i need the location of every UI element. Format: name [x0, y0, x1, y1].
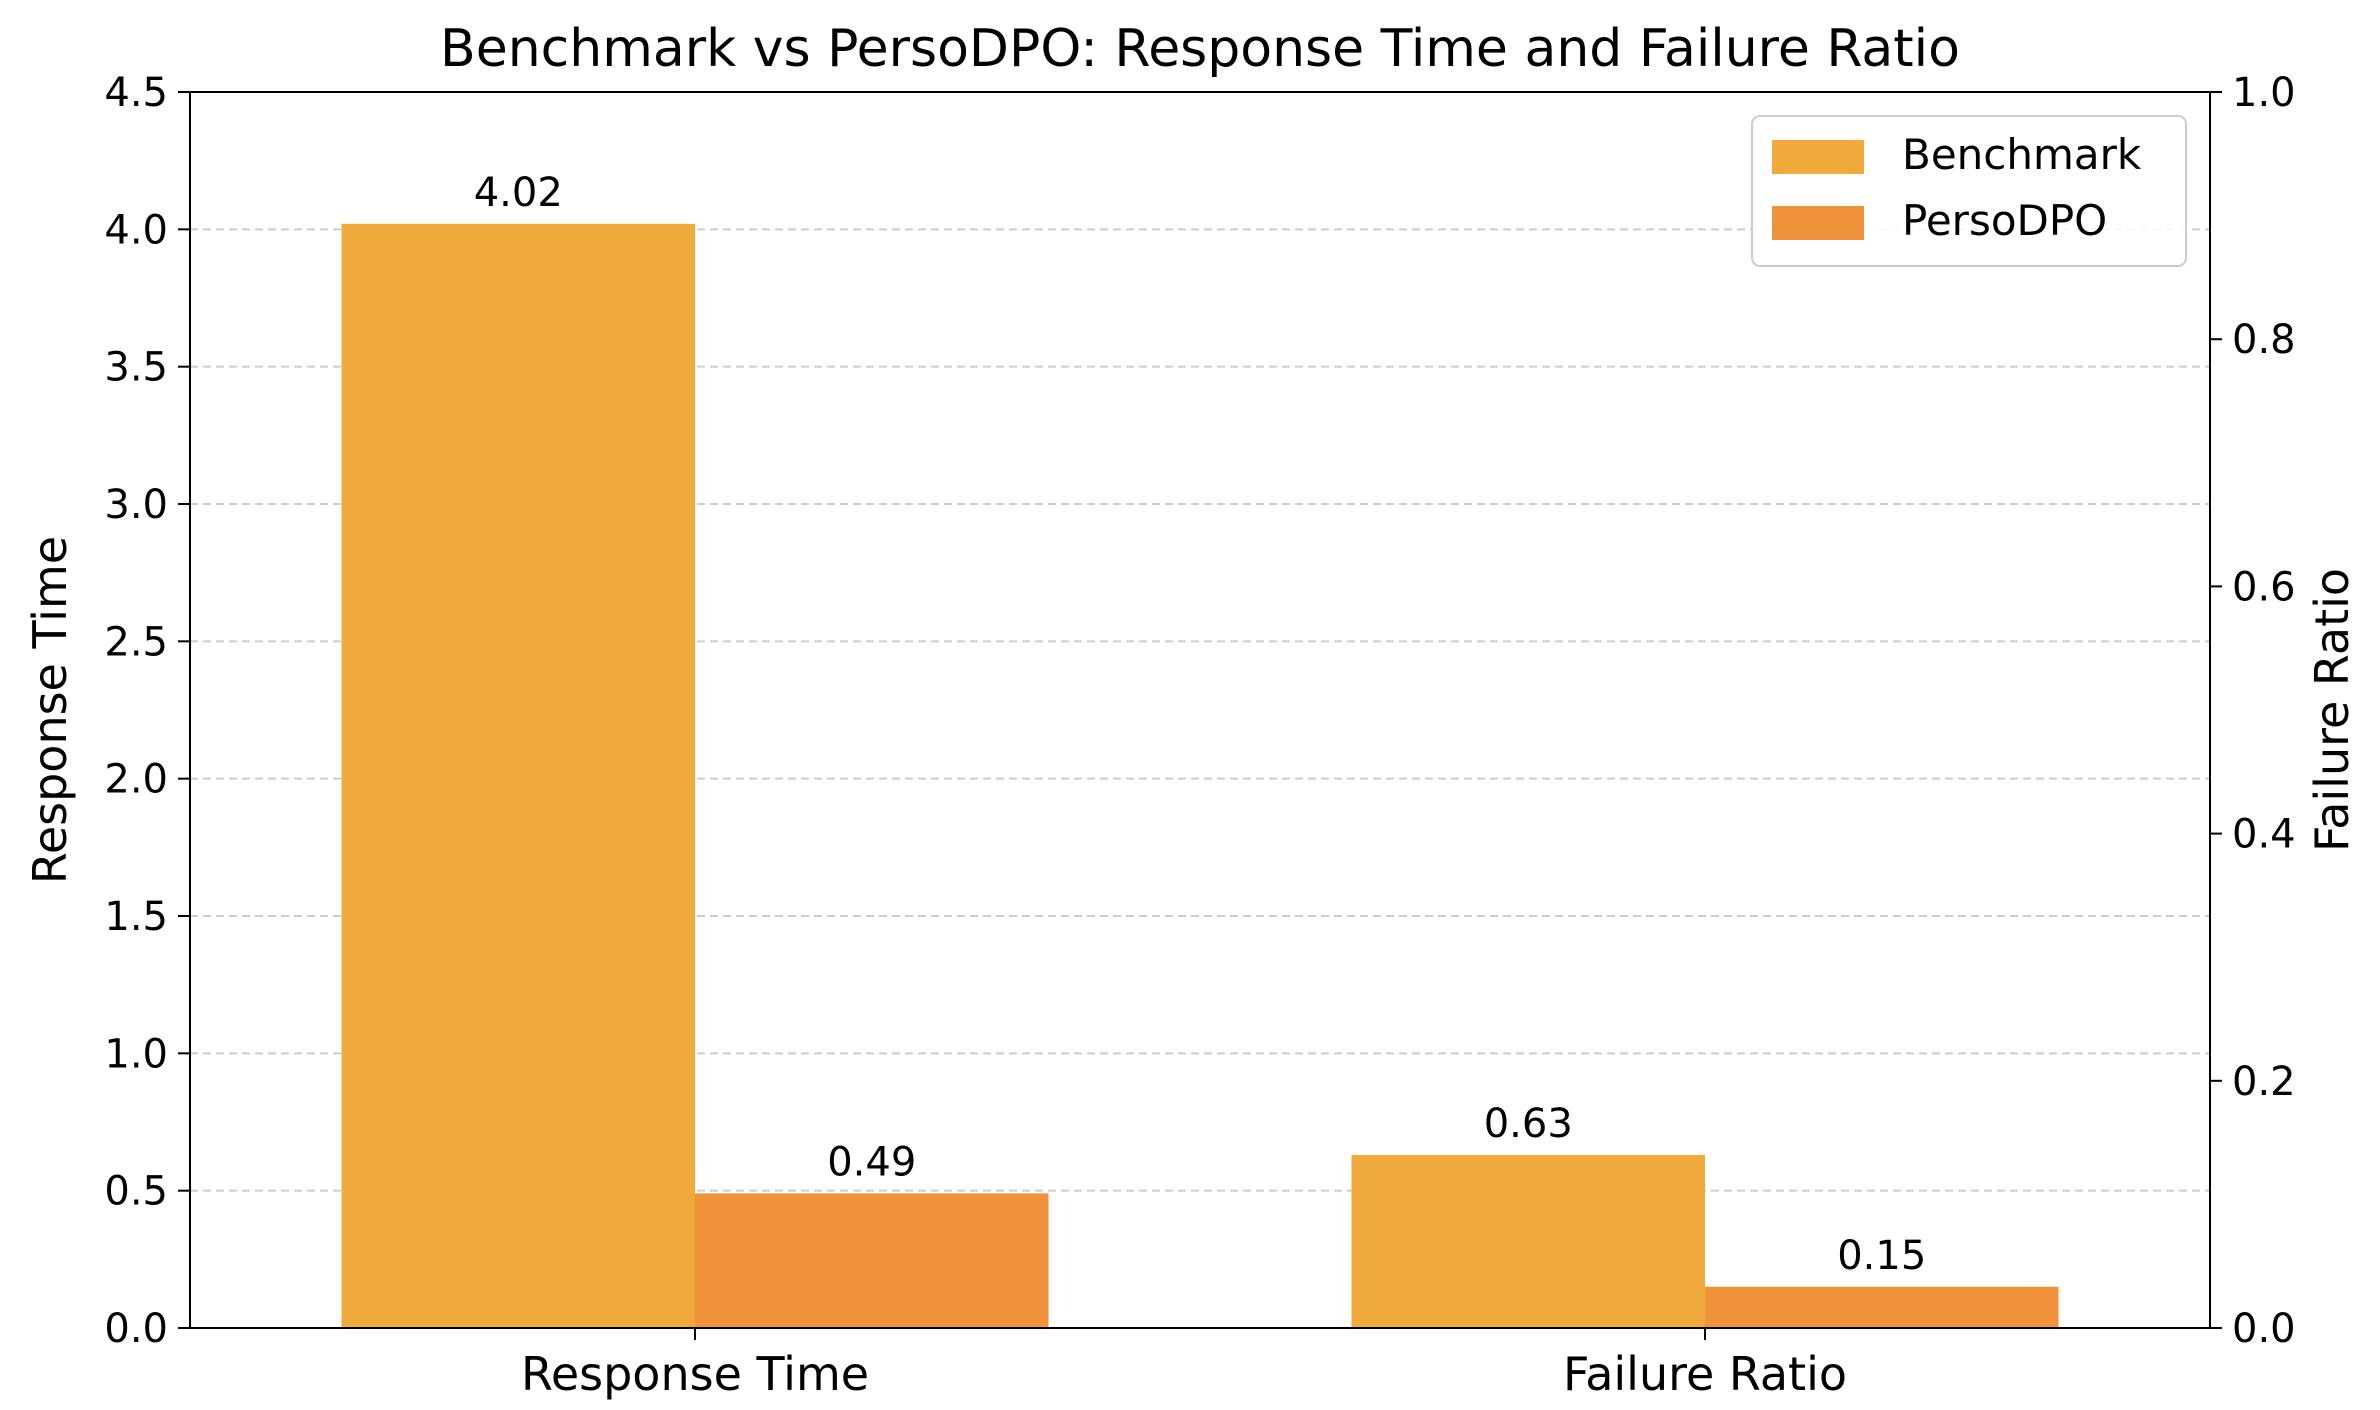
- y-tick-label: 2.0: [104, 757, 168, 803]
- y2-tick-label: 0.2: [2232, 1059, 2296, 1105]
- x-axis: Response Time Failure Ratio: [521, 1328, 1847, 1401]
- bar-benchmark-1: [341, 223, 695, 1329]
- bar-value-label: 0.15: [1837, 1233, 1926, 1279]
- bar-value-label: 0.63: [1484, 1101, 1573, 1147]
- legend-label-benchmark: Benchmark: [1902, 130, 2142, 179]
- x-tick-label: Failure Ratio: [1563, 1347, 1847, 1401]
- y-tick-label: 3.0: [104, 482, 168, 528]
- y-axis-left: 0.0 0.5 1.0 1.5 2.0 2.5 3.0 3.5 4.0 4.5: [104, 70, 190, 1352]
- legend-swatch-benchmark: [1772, 140, 1864, 174]
- bar-value-label: 0.49: [827, 1139, 916, 1185]
- bar-persodpo-2: [1705, 1286, 2059, 1328]
- bar-benchmark-2: [1351, 1154, 1705, 1328]
- y-tick-label: 2.5: [104, 619, 168, 665]
- plot-frame: [189, 91, 2211, 1329]
- legend-swatch-persodpo: [1772, 206, 1864, 240]
- y-tick-label: 1.0: [104, 1031, 168, 1077]
- bars: [341, 223, 2059, 1329]
- y-tick-label: 4.0: [104, 207, 168, 253]
- bar-persodpo-1: [695, 1193, 1049, 1328]
- y-tick-label: 0.5: [104, 1169, 168, 1215]
- y2-tick-label: 1.0: [2232, 70, 2296, 116]
- bar-value-label: 4.02: [474, 170, 563, 216]
- chart-title: Benchmark vs PersoDPO: Response Time and…: [440, 19, 1960, 79]
- y-tick-label: 4.5: [104, 70, 168, 116]
- y-tick-label: 3.5: [104, 345, 168, 391]
- y2-tick-label: 0.0: [2232, 1306, 2296, 1352]
- y-axis-label: Response Time: [23, 536, 77, 884]
- y2-axis-label: Failure Ratio: [2305, 568, 2359, 852]
- y2-tick-label: 0.4: [2232, 812, 2296, 858]
- bar-value-labels: 4.02 0.49 0.63 0.15: [474, 170, 1927, 1279]
- y-tick-label: 1.5: [104, 894, 168, 940]
- legend-label-persodpo: PersoDPO: [1902, 196, 2107, 245]
- x-tick-label: Response Time: [521, 1347, 869, 1401]
- y-axis-right: 0.0 0.2 0.4 0.6 0.8 1.0: [2210, 70, 2296, 1352]
- y2-tick-label: 0.6: [2232, 564, 2296, 610]
- y2-tick-label: 0.8: [2232, 317, 2296, 363]
- y-tick-label: 0.0: [104, 1306, 168, 1352]
- legend: Benchmark PersoDPO: [1751, 115, 2187, 267]
